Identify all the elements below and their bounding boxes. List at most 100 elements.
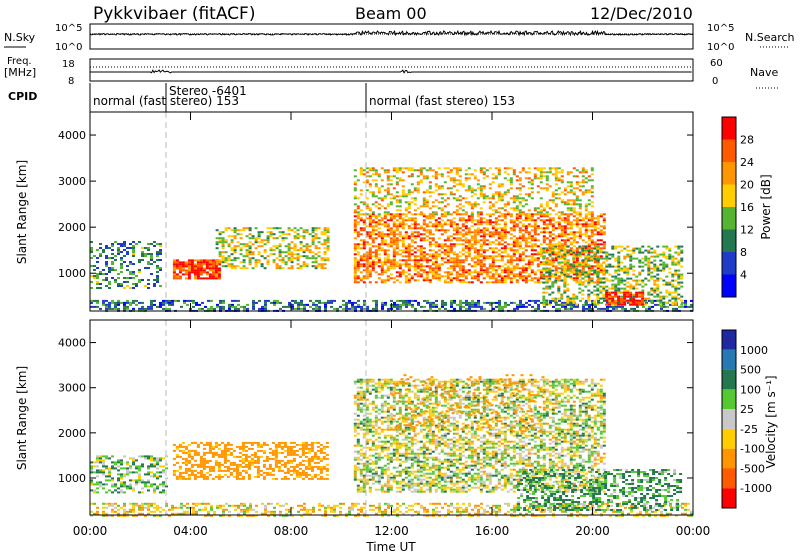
- heatmap-cell: [521, 239, 525, 242]
- heatmap-cell: [650, 247, 654, 250]
- heatmap-cell: [602, 257, 606, 260]
- heatmap-cell: [461, 253, 465, 256]
- heatmap-cell: [389, 217, 393, 220]
- heatmap-cell: [261, 307, 264, 310]
- heatmap-cell: [569, 227, 573, 230]
- heatmap-cell: [263, 239, 267, 242]
- heatmap-cell: [204, 514, 207, 517]
- heatmap-cell: [470, 215, 474, 218]
- heatmap-cell: [260, 255, 264, 258]
- heatmap-cell: [237, 303, 240, 306]
- heatmap-cell: [440, 223, 444, 226]
- heatmap-cell: [353, 253, 357, 256]
- heatmap-cell: [132, 283, 135, 285]
- heatmap-cell: [632, 293, 636, 296]
- heatmap-cell: [359, 201, 363, 204]
- heatmap-cell: [464, 245, 468, 248]
- heatmap-cell: [488, 215, 492, 218]
- heatmap-cell: [102, 249, 105, 251]
- heatmap-cell: [434, 219, 438, 222]
- heatmap-cell: [551, 193, 555, 196]
- heatmap-cell: [327, 504, 330, 507]
- heatmap-cell: [404, 247, 408, 250]
- heatmap-cell: [557, 187, 561, 190]
- heatmap-cell: [230, 235, 234, 238]
- heatmap-cell: [96, 510, 99, 513]
- heatmap-cell: [449, 193, 453, 196]
- heatmap-cell: [353, 189, 357, 192]
- heatmap-cell: [315, 303, 318, 306]
- heatmap-cell: [467, 247, 471, 250]
- heatmap-cell: [474, 504, 477, 507]
- heatmap-cell: [650, 275, 654, 278]
- heatmap-cell: [371, 231, 375, 234]
- heatmap-cell: [108, 281, 111, 283]
- heatmap-cell: [497, 237, 501, 240]
- heatmap-cell: [560, 293, 564, 296]
- heatmap-cell: [467, 249, 471, 252]
- heatmap-cell: [351, 301, 354, 304]
- heatmap-cell: [374, 251, 378, 254]
- heatmap-cell: [602, 217, 606, 220]
- heatmap-cell: [587, 295, 591, 298]
- heatmap-cell: [199, 277, 203, 280]
- heatmap-cell: [407, 191, 411, 194]
- heatmap-cell: [419, 259, 423, 262]
- heatmap-cell: [225, 508, 228, 511]
- heatmap-cell: [371, 173, 375, 176]
- heatmap-cell: [410, 191, 414, 194]
- heatmap-cell: [458, 179, 462, 182]
- heatmap-cell: [527, 213, 531, 216]
- heatmap-cell: [359, 239, 363, 242]
- heatmap-cell: [381, 514, 384, 517]
- heatmap-cell: [416, 223, 420, 226]
- heatmap-cell: [199, 259, 203, 262]
- heatmap-cell: [512, 241, 516, 244]
- heatmap-cell: [401, 239, 405, 242]
- heatmap-cell: [569, 209, 573, 212]
- heatmap-cell: [450, 301, 453, 304]
- heatmap-cell: [578, 261, 582, 264]
- heatmap-cell: [596, 221, 600, 224]
- heatmap-cell: [117, 299, 120, 302]
- heatmap-cell: [534, 299, 537, 302]
- heatmap-cell: [228, 307, 231, 310]
- heatmap-cell: [362, 213, 366, 216]
- heatmap-cell: [434, 223, 438, 226]
- heatmap-cell: [587, 239, 591, 242]
- heatmap-cell: [315, 307, 318, 310]
- heatmap-cell: [114, 279, 117, 281]
- heatmap-cell: [545, 257, 549, 260]
- heatmap-cell: [446, 267, 450, 270]
- heatmap-cell: [126, 253, 129, 255]
- heatmap-cell: [638, 273, 642, 276]
- heatmap-cell: [512, 219, 516, 222]
- heatmap-cell: [530, 261, 534, 264]
- heatmap-cell: [123, 307, 126, 310]
- heatmap-cell: [410, 241, 414, 244]
- heatmap-cell: [386, 255, 390, 258]
- heatmap-cell: [482, 227, 486, 230]
- heatmap-cell: [171, 508, 174, 511]
- heatmap-cell: [503, 271, 507, 274]
- heatmap-cell: [193, 277, 197, 280]
- heatmap-cell: [413, 241, 417, 244]
- heatmap-cell: [227, 243, 231, 246]
- heatmap-cell: [533, 237, 537, 240]
- heatmap-cell: [221, 255, 225, 258]
- heatmap-cell: [401, 271, 405, 274]
- heatmap-cell: [513, 307, 516, 310]
- heatmap-cell: [470, 203, 474, 206]
- heatmap-cell: [416, 207, 420, 210]
- heatmap-cell: [434, 229, 438, 232]
- heatmap-cell: [96, 261, 99, 263]
- heatmap-cell: [524, 269, 528, 272]
- heatmap-cell: [377, 277, 381, 280]
- heatmap-cell: [566, 173, 570, 176]
- heatmap-cell: [459, 301, 462, 304]
- heatmap-cell: [359, 189, 363, 192]
- heatmap-cell: [187, 265, 191, 268]
- heatmap-cell: [407, 245, 411, 248]
- heatmap-cell: [356, 277, 360, 280]
- heatmap-cell: [551, 233, 555, 236]
